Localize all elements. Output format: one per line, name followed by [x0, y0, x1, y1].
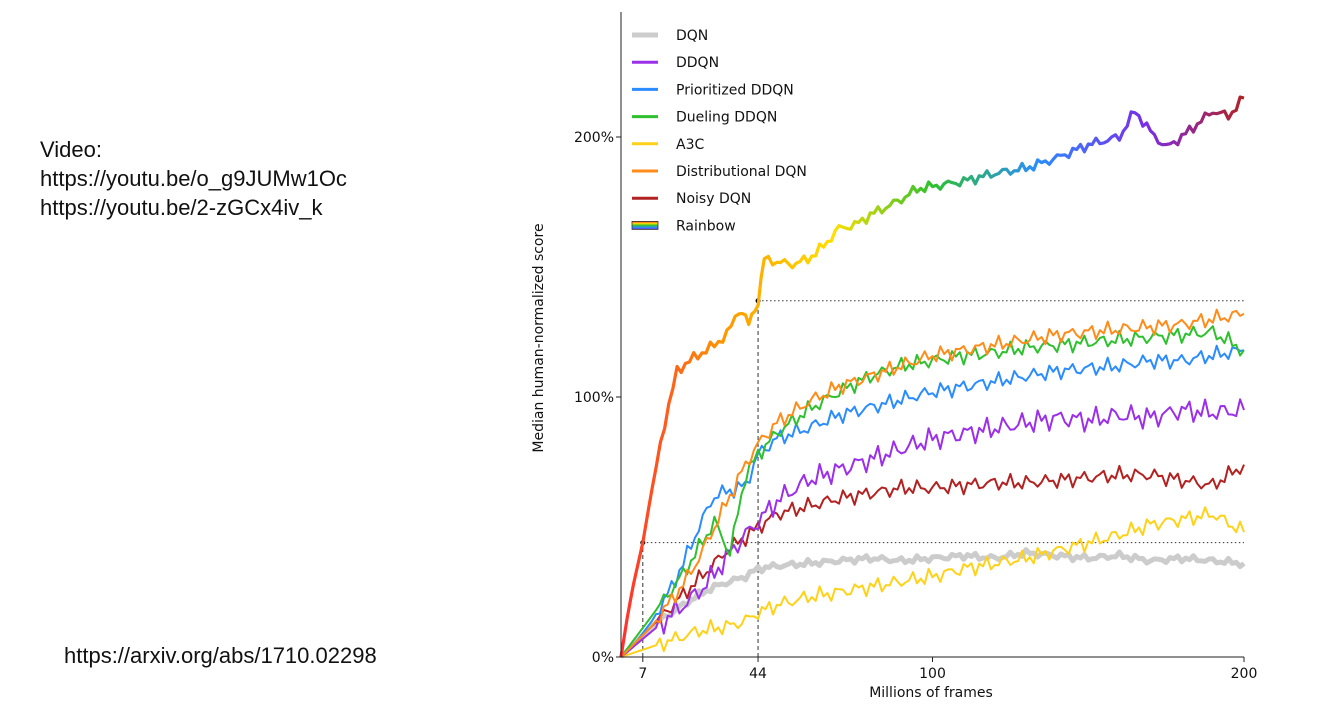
- legend-label: Distributional DQN: [676, 164, 807, 180]
- y-tick-label: 100%: [574, 390, 614, 406]
- series-line-dueling-ddqn: [620, 325, 1245, 658]
- series-line-distributional-dqn: [620, 308, 1245, 658]
- series-line-ddqn: [620, 398, 1245, 658]
- video-notes: Video: https://youtu.be/o_g9JUMw1Oc http…: [40, 135, 347, 222]
- video-heading: Video:: [40, 137, 102, 162]
- legend-label: Noisy DQN: [676, 191, 751, 207]
- x-tick-label: 200: [1231, 666, 1258, 682]
- legend-label: Rainbow: [676, 218, 736, 234]
- legend-label: Dueling DDQN: [676, 110, 777, 126]
- legend: DQN DDQN Prioritized DDQN Dueling DDQN A3C Di…: [631, 28, 807, 234]
- y-axis-label: Median human-normalized score: [531, 223, 547, 452]
- x-tick-label: 7: [638, 666, 647, 682]
- series-lines: [619, 95, 1246, 659]
- x-tick-label: 44: [749, 666, 767, 682]
- video-link-1[interactable]: https://youtu.be/o_g9JUMw1Oc: [40, 166, 347, 191]
- y-tick-label: 0%: [592, 650, 614, 666]
- series-line-rainbow: [619, 95, 1245, 658]
- series-line-prioritized-ddqn: [620, 344, 1245, 658]
- video-link-2[interactable]: https://youtu.be/2-zGCx4iv_k: [40, 195, 323, 220]
- series-line-a3c: [620, 506, 1245, 658]
- x-axis-label: Millions of frames: [869, 685, 993, 701]
- legend-label: DQN: [676, 28, 708, 44]
- legend-label: A3C: [676, 137, 704, 153]
- legend-swatch: [631, 220, 659, 230]
- series-line-dqn: [619, 547, 1246, 659]
- legend-label: DDQN: [676, 55, 719, 71]
- rainbow-comparison-chart: 0% 100% 200% 7 44 100 200 DQN DDQN Prioritized D…: [531, 12, 1257, 701]
- paper-link[interactable]: https://arxiv.org/abs/1710.02298: [64, 643, 377, 668]
- y-tick-label: 200%: [574, 130, 614, 146]
- axes: 0% 100% 200% 7 44 100 200: [574, 12, 1257, 682]
- x-tick-label: 100: [919, 666, 946, 682]
- legend-label: Prioritized DDQN: [676, 82, 794, 98]
